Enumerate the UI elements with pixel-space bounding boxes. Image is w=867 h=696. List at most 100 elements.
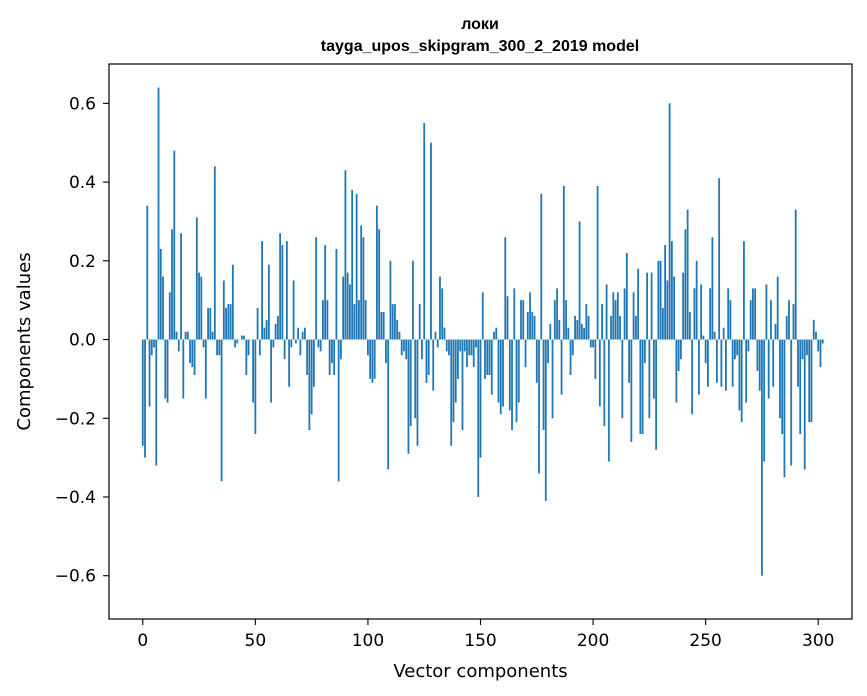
bar <box>567 327 570 340</box>
bar <box>517 339 520 403</box>
bar <box>213 166 216 340</box>
bar <box>360 225 363 340</box>
bar <box>153 339 155 348</box>
bar <box>157 87 160 340</box>
bar <box>195 217 198 340</box>
bar <box>180 233 182 340</box>
bar <box>141 339 144 446</box>
bar <box>526 311 529 340</box>
bar <box>745 339 748 403</box>
bar <box>150 339 153 356</box>
bar <box>610 315 612 340</box>
bar <box>808 339 811 423</box>
bar <box>666 280 669 340</box>
bar <box>596 186 599 340</box>
bar <box>652 339 655 399</box>
bar <box>616 292 619 340</box>
bar <box>583 327 585 340</box>
bar <box>412 260 414 340</box>
bar <box>781 339 784 434</box>
bar <box>765 284 768 340</box>
bar <box>716 339 718 383</box>
bar <box>486 339 489 375</box>
bar <box>720 339 723 387</box>
bar <box>175 331 178 340</box>
bar <box>229 304 232 340</box>
bar <box>686 209 689 340</box>
bar <box>430 142 432 340</box>
bar <box>371 339 374 383</box>
bar <box>803 339 806 470</box>
bar <box>380 311 383 340</box>
bar <box>695 260 698 340</box>
bar <box>625 252 628 340</box>
bar <box>171 229 173 340</box>
bar <box>682 272 685 340</box>
bar <box>673 276 676 340</box>
y-tick-label: 0.0 <box>69 331 96 351</box>
bar <box>711 237 714 340</box>
bar <box>463 339 466 352</box>
bar <box>362 237 365 340</box>
bar <box>558 319 561 340</box>
bar <box>488 339 491 375</box>
bar <box>580 323 583 340</box>
x-tick-label: 150 <box>464 631 496 651</box>
bar <box>756 339 759 372</box>
bar <box>400 339 403 356</box>
bar <box>797 339 799 387</box>
bar <box>319 339 322 352</box>
bar <box>529 292 531 340</box>
bar <box>592 339 594 348</box>
x-tick-label: 0 <box>137 631 148 651</box>
y-tick-label: 0.4 <box>69 173 96 193</box>
bar <box>641 339 644 434</box>
bar <box>207 308 209 340</box>
bar <box>533 315 536 340</box>
bar <box>454 339 457 403</box>
bar <box>511 339 513 431</box>
bar <box>276 315 279 340</box>
x-tick-label: 300 <box>802 631 834 651</box>
bar <box>227 304 230 340</box>
bar <box>758 339 761 391</box>
bar <box>668 103 671 340</box>
bar <box>605 284 608 340</box>
bar <box>436 339 439 348</box>
y-tick-label: 0.6 <box>69 94 96 114</box>
bar <box>457 339 459 379</box>
bar <box>189 339 191 364</box>
bar <box>445 339 448 352</box>
bar <box>709 288 712 340</box>
bar <box>634 315 637 340</box>
bar <box>285 241 288 340</box>
bar <box>821 339 824 344</box>
chart-subtitle: tayga_upos_skipgram_300_2_2019 model <box>321 38 639 55</box>
bar <box>376 205 378 340</box>
bar <box>335 249 338 340</box>
bar <box>637 268 640 340</box>
bar <box>434 331 437 340</box>
bar <box>661 308 664 340</box>
bar <box>650 272 653 340</box>
bar <box>405 339 408 360</box>
bar <box>355 193 358 340</box>
bar <box>585 304 588 340</box>
bar <box>272 339 275 348</box>
bar <box>202 339 205 348</box>
bar <box>459 339 462 352</box>
bar <box>414 339 417 419</box>
bar <box>754 288 757 340</box>
bar <box>806 339 808 356</box>
bar <box>394 304 396 340</box>
bar <box>544 339 547 501</box>
bar <box>261 241 263 340</box>
bar <box>646 272 649 340</box>
bar <box>425 339 428 383</box>
bar <box>643 339 646 364</box>
chart-title: локи <box>461 16 499 33</box>
bar <box>531 311 534 340</box>
bar <box>770 300 772 340</box>
bar <box>321 300 324 340</box>
bar <box>632 292 635 340</box>
